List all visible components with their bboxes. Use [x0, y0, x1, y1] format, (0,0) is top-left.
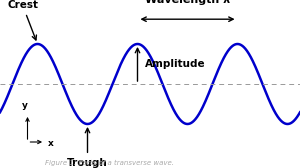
Text: y: y: [22, 101, 27, 110]
Text: Trough: Trough: [67, 128, 108, 168]
Text: Wavelength λ: Wavelength λ: [145, 0, 230, 5]
Text: Amplitude: Amplitude: [145, 59, 206, 69]
Text: Crest: Crest: [7, 0, 38, 40]
Text: Figure 1: Parts of a transverse wave.: Figure 1: Parts of a transverse wave.: [45, 160, 174, 166]
Text: x: x: [47, 139, 53, 149]
